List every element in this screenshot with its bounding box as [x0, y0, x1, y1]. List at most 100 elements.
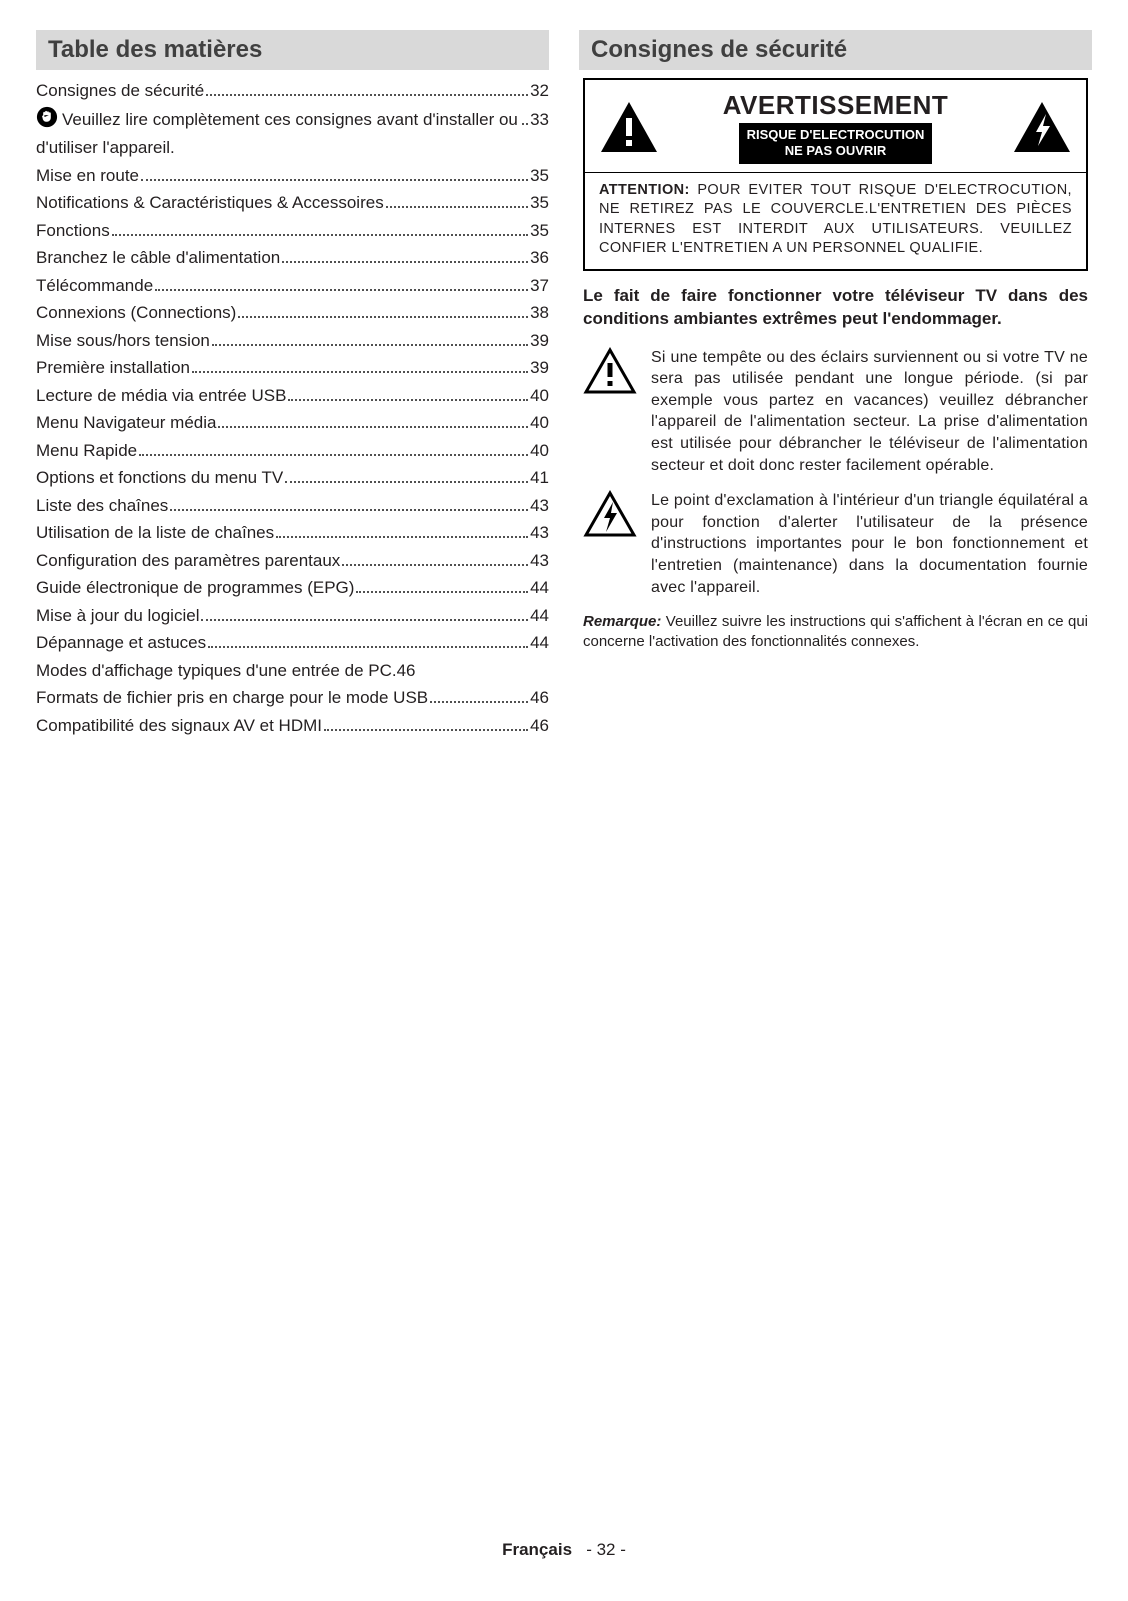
warning-top-row: AVERTISSEMENT RISQUE D'ELECTROCUTION NE … — [585, 80, 1086, 172]
toc-label: Consignes de sécurité — [36, 78, 204, 104]
toc-row: Modes d'affichage typiques d'une entrée … — [36, 658, 549, 684]
toc-row: Liste des chaînes 43 — [36, 493, 549, 519]
toc-row: Première installation39 — [36, 355, 549, 381]
toc-label: Liste des chaînes — [36, 493, 168, 519]
toc-label: Utilisation de la liste de chaînes — [36, 520, 274, 546]
toc-row: Notifications & Caractéristiques & Acces… — [36, 190, 549, 216]
toc-page: 46 — [530, 685, 549, 711]
toc-row: Guide électronique de programmes (EPG) 44 — [36, 575, 549, 601]
toc-leader-dots — [522, 123, 528, 125]
toc-label: Lecture de média via entrée USB — [36, 383, 286, 409]
toc-leader-dots — [112, 234, 528, 236]
toc-leader-dots — [192, 371, 528, 373]
toc-row: Compatibilité des signaux AV et HDMI 46 — [36, 713, 549, 739]
page-columns: Table des matières Consignes de sécurité… — [36, 30, 1092, 1510]
toc-label-text: Formats de fichier pris en charge pour l… — [36, 688, 428, 707]
toc-leader-dots — [141, 179, 528, 181]
toc-label-text: Compatibilité des signaux AV et HDMI — [36, 716, 322, 735]
warning-sub-line2: NE PAS OUVRIR — [785, 143, 887, 158]
toc-label-text: Liste des chaînes — [36, 496, 168, 515]
warning-subtitle: RISQUE D'ELECTROCUTION NE PAS OUVRIR — [739, 123, 933, 164]
right-column: Consignes de sécurité AVERTISSEMENT RISQ… — [579, 30, 1092, 1510]
toc-page: 46 — [530, 713, 549, 739]
toc-label-text: Lecture de média via entrée USB — [36, 386, 286, 405]
toc-leader-dots — [276, 536, 528, 538]
toc-label-text: Fonctions — [36, 221, 110, 240]
toc-label: Options et fonctions du menu TV — [36, 465, 283, 491]
toc-label: Veuillez lire complètement ces consignes… — [36, 106, 520, 161]
toc-label-text: Première installation — [36, 358, 190, 377]
toc-page: 44 — [530, 603, 549, 629]
toc-page: 40 — [530, 383, 549, 409]
toc-page: 40 — [530, 438, 549, 464]
toc-page: 43 — [530, 548, 549, 574]
toc-label: Fonctions — [36, 218, 110, 244]
toc-label: Mise en route — [36, 163, 139, 189]
toc-label-text: Branchez le câble d'alimentation — [36, 248, 280, 267]
toc-page: 43 — [530, 520, 549, 546]
toc-page: 44 — [530, 575, 549, 601]
toc-leader-dots — [212, 344, 528, 346]
storm-text: Si une tempête ou des éclairs surviennen… — [651, 347, 1088, 477]
toc-page: .46 — [392, 658, 416, 684]
toc-page: 36 — [530, 245, 549, 271]
toc-row: Mise en route 35 — [36, 163, 549, 189]
left-column: Table des matières Consignes de sécurité… — [36, 30, 549, 1510]
exclamation-paragraph: Le point d'exclamation à l'intérieur d'u… — [583, 490, 1088, 598]
toc-leader-dots — [288, 399, 528, 401]
toc-label: Modes d'affichage typiques d'une entrée … — [36, 658, 392, 684]
toc-label-text: Consignes de sécurité — [36, 81, 204, 100]
warning-center: AVERTISSEMENT RISQUE D'ELECTROCUTION NE … — [667, 90, 1004, 164]
bold-paragraph: Le fait de faire fonctionner votre télév… — [583, 285, 1088, 331]
toc-label-text: Dépannage et astuces — [36, 633, 206, 652]
toc-row: Mise à jour du logiciel 44 — [36, 603, 549, 629]
toc-label: Menu Rapide — [36, 438, 137, 464]
toc-leader-dots — [342, 564, 528, 566]
toc-leader-dots — [155, 289, 528, 291]
safety-header: Consignes de sécurité — [579, 30, 1092, 70]
toc-label-text: Mise à jour du logiciel — [36, 606, 199, 625]
toc-row: Connexions (Connections)38 — [36, 300, 549, 326]
toc-page: 39 — [530, 328, 549, 354]
toc-page: 37 — [530, 273, 549, 299]
toc-label: Branchez le câble d'alimentation — [36, 245, 280, 271]
toc-label: Mise à jour du logiciel — [36, 603, 199, 629]
lightning-triangle-icon — [1012, 100, 1072, 154]
storm-paragraph: Si une tempête ou des éclairs surviennen… — [583, 347, 1088, 477]
toc-page: 41 — [530, 465, 549, 491]
exclamation-text: Le point d'exclamation à l'intérieur d'u… — [651, 490, 1088, 598]
toc-label: Formats de fichier pris en charge pour l… — [36, 685, 428, 711]
exclamation-triangle-icon — [599, 100, 659, 154]
toc-row: Utilisation de la liste de chaînes 43 — [36, 520, 549, 546]
toc-label: Dépannage et astuces — [36, 630, 206, 656]
attention-label: ATTENTION: — [599, 182, 690, 198]
warning-sub-line1: RISQUE D'ELECTROCUTION — [747, 127, 925, 142]
toc-leader-dots — [285, 481, 528, 483]
toc-label: Première installation — [36, 355, 190, 381]
toc-label: Compatibilité des signaux AV et HDMI — [36, 713, 322, 739]
toc-leader-dots — [430, 701, 528, 703]
toc-page: 32 — [530, 78, 549, 104]
toc-label-text: Options et fonctions du menu TV — [36, 468, 283, 487]
table-of-contents: Consignes de sécurité 32 Veuillez lire com… — [36, 78, 549, 738]
toc-row: Dépannage et astuces44 — [36, 630, 549, 656]
caution-outline-triangle-icon — [583, 347, 637, 477]
toc-page: 35 — [530, 163, 549, 189]
toc-leader-dots — [386, 206, 528, 208]
toc-row: Options et fonctions du menu TV 41 — [36, 465, 549, 491]
lightning-outline-triangle-icon — [583, 490, 637, 598]
toc-page: 33 — [530, 107, 549, 133]
toc-row: Fonctions 35 — [36, 218, 549, 244]
toc-label: Guide électronique de programmes (EPG) — [36, 575, 354, 601]
toc-header: Table des matières — [36, 30, 549, 70]
toc-label-text: Veuillez lire complètement ces consignes… — [36, 110, 518, 157]
warning-box: AVERTISSEMENT RISQUE D'ELECTROCUTION NE … — [583, 78, 1088, 271]
toc-label-text: Utilisation de la liste de chaînes — [36, 523, 274, 542]
toc-page: 35 — [530, 218, 549, 244]
toc-page: 38 — [530, 300, 549, 326]
toc-leader-dots — [170, 509, 528, 511]
toc-row: Mise sous/hors tension39 — [36, 328, 549, 354]
toc-label-text: Configuration des paramètres parentaux — [36, 551, 340, 570]
remark-label: Remarque: — [583, 613, 661, 630]
remark-paragraph: Remarque: Veuillez suivre les instructio… — [583, 612, 1088, 653]
